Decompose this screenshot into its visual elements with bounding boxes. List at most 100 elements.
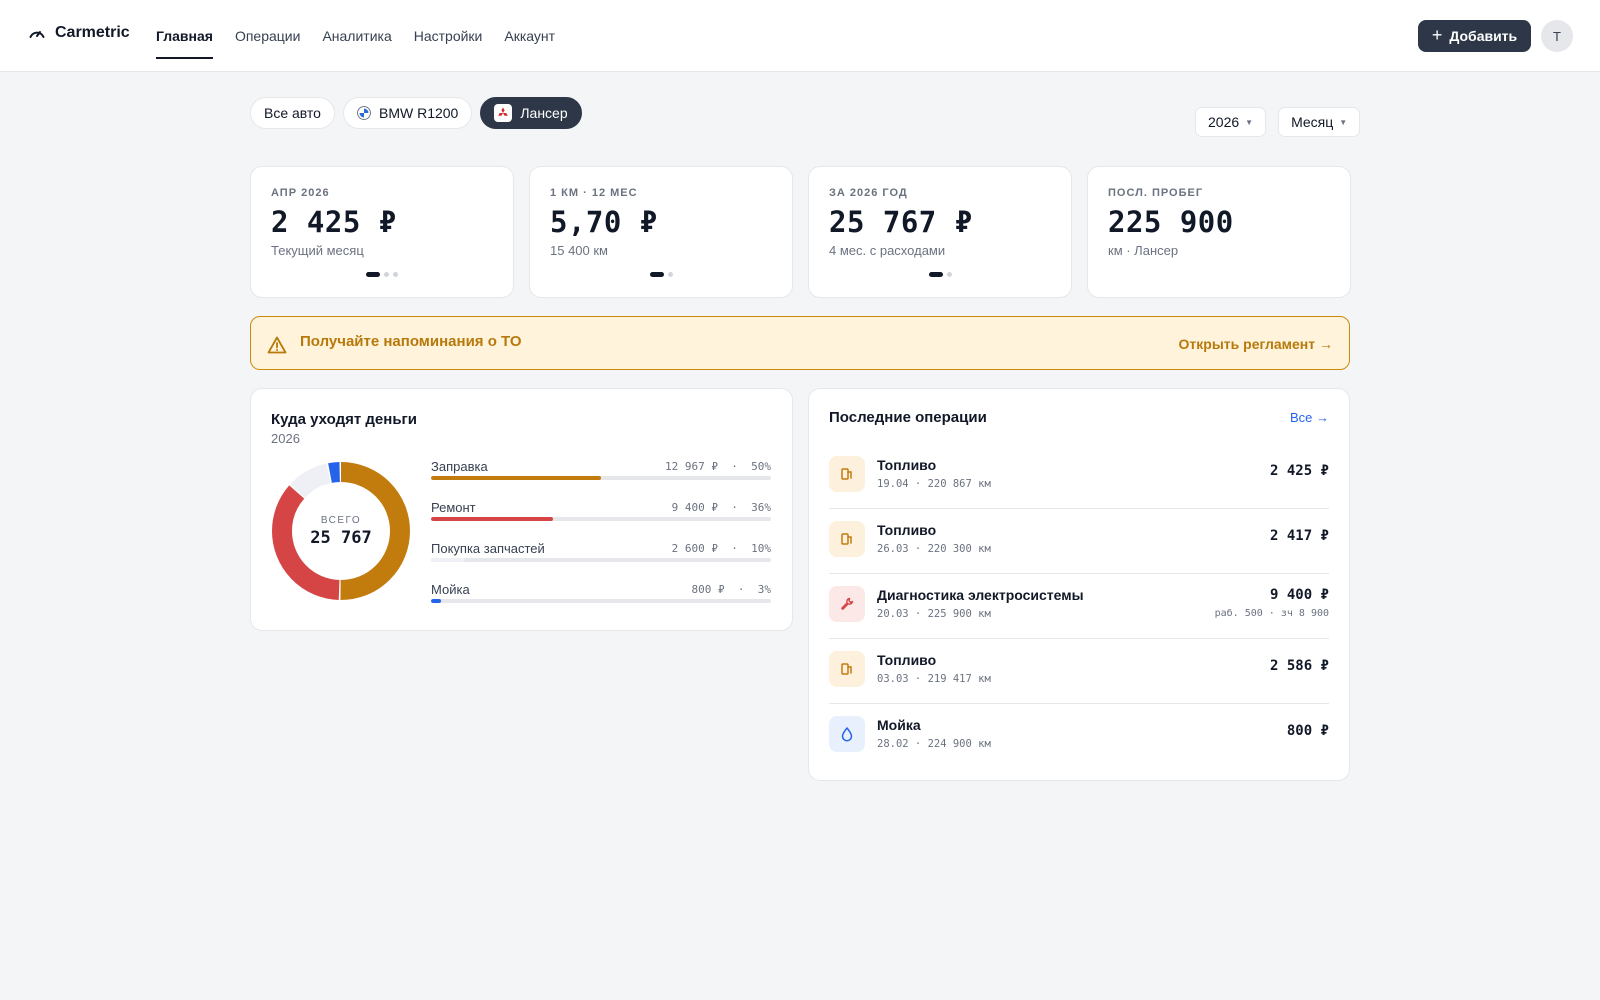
open-schedule-link[interactable]: Открыть регламент → <box>1178 336 1333 352</box>
operation-title: Мойка <box>877 717 921 733</box>
donut-slice-0[interactable] <box>272 462 410 600</box>
carousel-dots <box>251 272 513 277</box>
nav-account[interactable]: Аккаунт <box>504 28 556 44</box>
category-row[interactable]: Ремонт 9 400 ₽ · 36% <box>431 500 771 541</box>
add-button-label: Добавить <box>1449 28 1518 44</box>
category-name: Покупка запчастей <box>431 541 545 556</box>
category-bar <box>431 558 771 562</box>
category-row[interactable]: Заправка 12 967 ₽ · 50% <box>431 459 771 500</box>
operation-title: Топливо <box>877 652 937 668</box>
category-row[interactable]: Покупка запчастей 2 600 ₽ · 10% <box>431 541 771 582</box>
kpi-label: АПР 2026 <box>271 187 330 199</box>
category-bar-fill <box>431 558 465 562</box>
carousel-dot[interactable] <box>667 272 673 277</box>
operation-row[interactable]: Топливо 03.03 · 219 417 км 2 586 ₽ <box>829 639 1329 704</box>
period-filters: 2026 ▼ Месяц ▼ <box>1195 107 1361 137</box>
donut-center: ВСЕГО 25 767 <box>271 461 411 601</box>
category-bar <box>431 476 771 480</box>
nav-operations[interactable]: Операции <box>234 28 301 44</box>
category-percent: 3% <box>757 583 771 596</box>
fuel-pump-icon <box>829 456 865 492</box>
category-row[interactable]: Мойка 800 ₽ · 3% <box>431 582 771 623</box>
donut-total-value: 25 767 <box>310 527 372 548</box>
category-name: Мойка <box>431 582 470 597</box>
mitsubishi-logo-icon <box>494 104 513 122</box>
category-meta: 2 600 ₽ · 10% <box>671 542 771 555</box>
spending-panel: Куда уходят деньги 2026 ВСЕГО 25 767 Зап… <box>250 388 793 631</box>
carousel-dot[interactable] <box>384 272 389 277</box>
operation-meta: 28.02 · 224 900 км <box>877 738 991 750</box>
year-select[interactable]: 2026 ▼ <box>1195 107 1267 137</box>
main-nav: Главная Операции Аналитика Настройки Акк… <box>156 0 555 72</box>
brand[interactable]: Carmetric <box>28 24 130 42</box>
category-bar-fill <box>431 517 554 521</box>
kpi-label: ПОСЛ. ПРОБЕГ <box>1108 187 1204 199</box>
plus-icon: + <box>1431 25 1443 45</box>
donut-chart <box>272 462 410 600</box>
kpi-card-month[interactable]: АПР 2026 2 425 ₽ Текущий месяц <box>250 166 514 298</box>
bmw-logo-icon <box>356 106 371 120</box>
fuel-pump-icon <box>829 521 865 557</box>
operation-row[interactable]: Диагностика электросистемы 20.03 · 225 9… <box>829 574 1329 639</box>
kpi-card-mileage[interactable]: ПОСЛ. ПРОБЕГ 225 900 км · Лансер <box>1087 166 1351 298</box>
app-name: Carmetric <box>55 24 130 41</box>
category-meta: 9 400 ₽ · 36% <box>671 501 771 514</box>
kpi-value: 5,70 ₽ <box>550 205 658 239</box>
avatar[interactable]: T <box>1541 20 1573 52</box>
operation-amount: 2 417 ₽ <box>1269 528 1329 544</box>
kpi-sub: 15 400 км <box>550 243 608 258</box>
carousel-dots <box>809 272 1071 277</box>
spending-title: Куда уходят деньги <box>271 411 418 428</box>
period-select-value: Месяц <box>1291 114 1334 130</box>
operation-row[interactable]: Мойка 28.02 · 224 900 км 800 ₽ <box>829 704 1329 769</box>
category-name: Ремонт <box>431 500 476 515</box>
carousel-dot[interactable] <box>393 272 398 277</box>
category-amount: 2 600 ₽ <box>671 542 718 555</box>
carousel-dot[interactable] <box>946 272 952 277</box>
category-percent: 50% <box>751 460 771 473</box>
donut-slice-1[interactable] <box>272 462 410 600</box>
operation-row[interactable]: Топливо 26.03 · 220 300 км 2 417 ₽ <box>829 509 1329 574</box>
kpi-value: 2 425 ₽ <box>271 205 397 239</box>
nav-settings[interactable]: Настройки <box>413 28 483 44</box>
kpi-card-year[interactable]: ЗА 2026 ГОД 25 767 ₽ 4 мес. с расходами <box>808 166 1072 298</box>
nav-home[interactable]: Главная <box>156 0 213 72</box>
operation-amount: 2 586 ₽ <box>1269 658 1329 674</box>
add-button[interactable]: + Добавить <box>1418 20 1531 52</box>
kpi-label: ЗА 2026 ГОД <box>829 187 908 199</box>
kpi-card-cost-per-km[interactable]: 1 КМ · 12 МЕС 5,70 ₽ 15 400 км <box>529 166 793 298</box>
recent-operations-panel: Последние операции Все → Топливо 19.04 ·… <box>808 388 1350 781</box>
wrench-icon <box>829 586 865 622</box>
category-amount: 800 ₽ <box>691 583 725 596</box>
operations-header: Последние операции Все → <box>829 409 1329 426</box>
maintenance-reminder-banner: Получайте напоминания о ТО Открыть регла… <box>250 316 1350 370</box>
operation-title: Топливо <box>877 457 937 473</box>
category-bar <box>431 599 771 603</box>
carousel-dot-active[interactable] <box>366 272 380 277</box>
category-bar-fill <box>431 476 601 480</box>
chevron-down-icon: ▼ <box>1339 117 1348 127</box>
carousel-dot-active[interactable] <box>649 272 664 277</box>
kpi-label: 1 КМ · 12 МЕС <box>550 187 638 199</box>
carousel-dot-active[interactable] <box>928 272 943 277</box>
alert-text: Получайте напоминания о ТО <box>300 333 522 350</box>
chip-lancer[interactable]: Лансер <box>480 97 582 129</box>
category-name: Заправка <box>431 459 488 474</box>
period-select[interactable]: Месяц ▼ <box>1278 107 1361 137</box>
category-meta: 12 967 ₽ · 50% <box>665 460 771 473</box>
kpi-sub: км · Лансер <box>1108 243 1179 258</box>
operation-row[interactable]: Топливо 19.04 · 220 867 км 2 425 ₽ <box>829 444 1329 509</box>
operation-detail: раб. 500 · зч 8 900 <box>1214 608 1329 619</box>
kpi-value: 25 767 ₽ <box>829 205 973 239</box>
chip-all-vehicles[interactable]: Все авто <box>250 97 335 129</box>
category-percent: 10% <box>751 542 771 555</box>
spending-year: 2026 <box>271 431 300 446</box>
nav-analytics[interactable]: Аналитика <box>322 28 392 44</box>
kpi-sub: Текущий месяц <box>271 243 364 258</box>
all-operations-link[interactable]: Все → <box>1289 410 1329 425</box>
chip-bmw[interactable]: BMW R1200 <box>342 97 473 129</box>
category-amount: 12 967 ₽ <box>665 460 718 473</box>
category-bar <box>431 517 771 521</box>
operation-amount: 2 425 ₽ <box>1269 463 1329 479</box>
speedometer-icon <box>29 31 45 38</box>
